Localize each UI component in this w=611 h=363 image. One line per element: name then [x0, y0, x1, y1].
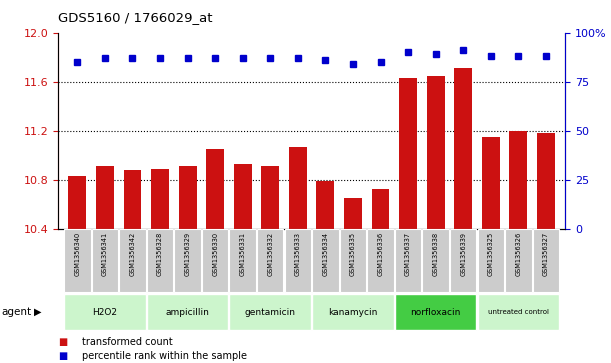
Text: H2O2: H2O2	[92, 308, 117, 317]
Bar	[234, 164, 252, 229]
Text: GSM1356337: GSM1356337	[405, 232, 411, 276]
Bar	[312, 294, 393, 330]
Bar	[422, 229, 449, 292]
Text: GSM1356326: GSM1356326	[515, 232, 521, 276]
Text: ▶: ▶	[34, 307, 41, 317]
Bar	[119, 229, 145, 292]
Text: GSM1356334: GSM1356334	[323, 232, 328, 276]
Bar	[367, 229, 393, 292]
Text: untreated control: untreated control	[488, 309, 549, 315]
Bar	[96, 166, 114, 229]
Text: ampicillin: ampicillin	[166, 308, 210, 317]
Bar	[533, 229, 559, 292]
Text: GSM1356328: GSM1356328	[157, 232, 163, 276]
Text: ■: ■	[58, 351, 67, 361]
Text: GSM1356325: GSM1356325	[488, 232, 494, 276]
Bar	[454, 68, 472, 229]
Bar	[174, 229, 201, 292]
Bar	[395, 294, 477, 330]
Bar	[478, 294, 559, 330]
Text: agent: agent	[1, 307, 31, 317]
Bar	[151, 169, 169, 229]
Bar	[316, 181, 334, 229]
Bar	[505, 229, 532, 292]
Bar	[450, 229, 477, 292]
Bar	[289, 147, 307, 229]
Bar	[395, 229, 422, 292]
Bar	[68, 176, 86, 229]
Bar	[399, 78, 417, 229]
Text: GSM1356341: GSM1356341	[102, 232, 108, 276]
Bar	[147, 229, 174, 292]
Text: GSM1356331: GSM1356331	[240, 232, 246, 276]
Text: GSM1356327: GSM1356327	[543, 232, 549, 276]
Text: transformed count: transformed count	[82, 337, 174, 347]
Bar	[206, 149, 224, 229]
Bar	[262, 166, 279, 229]
Bar	[64, 229, 90, 292]
Text: GSM1356340: GSM1356340	[75, 232, 80, 276]
Text: GSM1356338: GSM1356338	[433, 232, 439, 276]
Bar	[371, 189, 389, 229]
Text: GSM1356332: GSM1356332	[267, 232, 273, 276]
Bar	[257, 229, 284, 292]
Text: GSM1356329: GSM1356329	[185, 232, 191, 276]
Bar	[482, 137, 500, 229]
Bar	[123, 170, 141, 229]
Bar	[64, 294, 145, 330]
Bar	[426, 76, 445, 229]
Bar	[202, 229, 229, 292]
Text: GSM1356342: GSM1356342	[130, 232, 136, 276]
Bar	[537, 133, 555, 229]
Bar	[285, 229, 311, 292]
Bar	[92, 229, 118, 292]
Bar	[344, 198, 362, 229]
Bar	[312, 229, 338, 292]
Bar	[147, 294, 229, 330]
Text: GSM1356335: GSM1356335	[350, 232, 356, 276]
Text: gentamicin: gentamicin	[245, 308, 296, 317]
Bar	[478, 229, 504, 292]
Text: GSM1356339: GSM1356339	[460, 232, 466, 276]
Text: GSM1356333: GSM1356333	[295, 232, 301, 276]
Text: percentile rank within the sample: percentile rank within the sample	[82, 351, 247, 361]
Bar	[178, 166, 197, 229]
Bar	[230, 294, 311, 330]
Bar	[340, 229, 366, 292]
Text: kanamycin: kanamycin	[328, 308, 378, 317]
Text: GDS5160 / 1766029_at: GDS5160 / 1766029_at	[58, 11, 213, 24]
Text: GSM1356336: GSM1356336	[378, 232, 384, 276]
Text: GSM1356330: GSM1356330	[212, 232, 218, 276]
Bar	[230, 229, 256, 292]
Text: ■: ■	[58, 337, 67, 347]
Text: norfloxacin: norfloxacin	[411, 308, 461, 317]
Bar	[510, 131, 527, 229]
